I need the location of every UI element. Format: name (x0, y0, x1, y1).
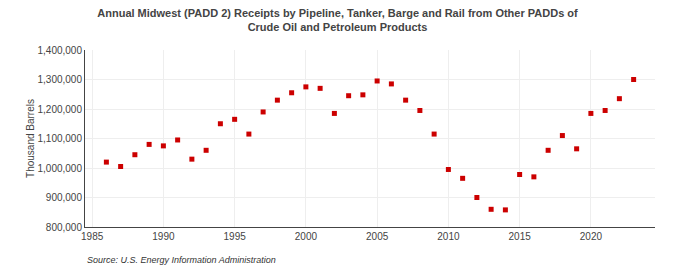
svg-text:Annual Midwest (PADD 2) Receip: Annual Midwest (PADD 2) Receipts by Pipe… (97, 7, 578, 33)
svg-text:2005: 2005 (366, 231, 389, 242)
svg-text:1,300,000: 1,300,000 (38, 74, 83, 85)
svg-text:Thousand Barrels: Thousand Barrels (25, 99, 36, 178)
svg-text:800,000: 800,000 (46, 222, 83, 233)
svg-text:Source: U.S. Energy Informatio: Source: U.S. Energy Information Administ… (87, 255, 276, 265)
svg-text:1,100,000: 1,100,000 (38, 133, 83, 144)
svg-text:2015: 2015 (509, 231, 532, 242)
svg-text:1,000,000: 1,000,000 (38, 163, 83, 174)
svg-text:1,200,000: 1,200,000 (38, 104, 83, 115)
svg-text:2000: 2000 (295, 231, 318, 242)
svg-text:1,400,000: 1,400,000 (38, 45, 83, 56)
svg-text:900,000: 900,000 (46, 192, 83, 203)
svg-text:2020: 2020 (580, 231, 603, 242)
svg-text:1985: 1985 (81, 231, 104, 242)
svg-text:1995: 1995 (224, 231, 247, 242)
svg-text:1990: 1990 (152, 231, 175, 242)
svg-text:2010: 2010 (437, 231, 460, 242)
